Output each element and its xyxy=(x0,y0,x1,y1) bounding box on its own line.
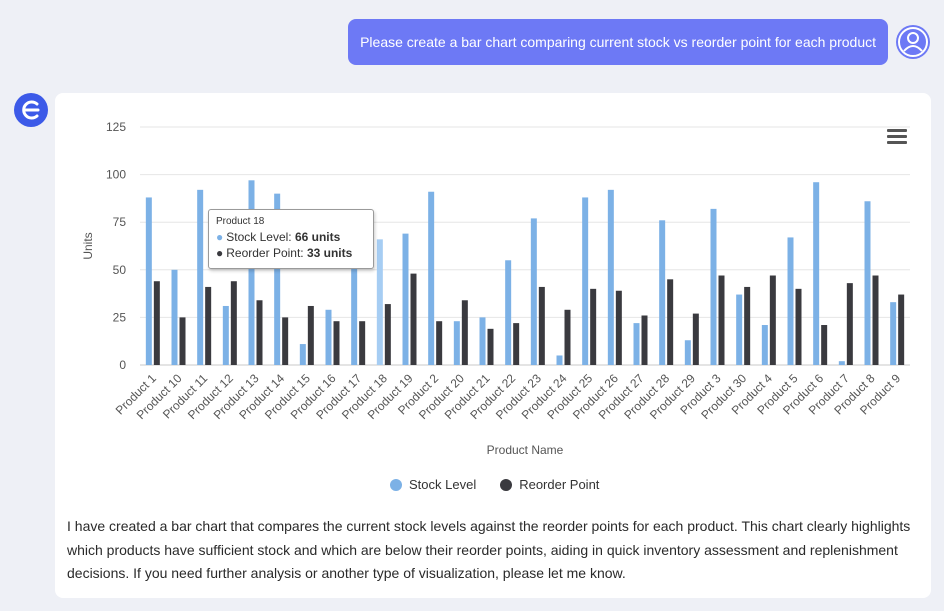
y-tick-label: 100 xyxy=(106,168,126,182)
bar-reorder-point xyxy=(615,290,622,365)
bar-stock-level xyxy=(890,302,897,365)
bar-reorder-point xyxy=(461,300,468,365)
x-axis-title: Product Name xyxy=(487,443,564,457)
bar-stock-level xyxy=(556,355,563,365)
bar-stock-level xyxy=(582,197,589,365)
chart-tooltip: Product 18 ● Stock Level: 66 units ● Reord… xyxy=(208,209,374,269)
bar-stock-level xyxy=(299,344,306,365)
bar-reorder-point xyxy=(590,288,597,365)
legend-label-reorder: Reorder Point xyxy=(519,477,600,492)
tooltip-reorder-label: Reorder Point: xyxy=(226,246,307,260)
tooltip-reorder-dot: ● xyxy=(216,246,224,260)
bar-reorder-point xyxy=(282,317,289,365)
bar-stock-level xyxy=(376,239,383,365)
bar-reorder-point xyxy=(898,294,905,365)
bar-stock-level xyxy=(274,193,281,365)
tooltip-reorder-value: 33 units xyxy=(306,246,353,260)
bar-stock-level xyxy=(607,189,614,365)
chart-legend: Stock Level Reorder Point xyxy=(390,477,623,492)
tooltip-stock-row: ● Stock Level: 66 units xyxy=(216,229,366,245)
bar-stock-level xyxy=(684,340,691,365)
bar-reorder-point xyxy=(205,286,212,365)
bar-stock-level xyxy=(838,361,845,365)
bar-stock-level xyxy=(171,269,178,365)
bar-reorder-point xyxy=(256,300,263,365)
bar-reorder-point xyxy=(821,325,828,365)
bar-reorder-point xyxy=(179,317,186,365)
bar-stock-level xyxy=(479,317,486,365)
bar-reorder-point xyxy=(333,321,340,365)
legend-label-stock: Stock Level xyxy=(409,477,477,492)
tooltip-stock-label: Stock Level: xyxy=(226,230,295,244)
bar-stock-level xyxy=(864,201,871,365)
legend-swatch-stock xyxy=(390,478,402,491)
y-axis-title: Units xyxy=(81,232,95,259)
bar-stock-level xyxy=(325,309,332,365)
bar-stock-level xyxy=(248,180,255,365)
bar-reorder-point xyxy=(744,286,751,365)
tooltip-stock-value: 66 units xyxy=(294,230,341,244)
bar-reorder-point xyxy=(769,275,776,365)
bar-reorder-point xyxy=(872,275,879,365)
bar-stock-level xyxy=(659,220,666,365)
bar-stock-level xyxy=(222,305,229,365)
bar-reorder-point xyxy=(667,279,674,365)
brand-logo-icon xyxy=(22,100,40,120)
bar-stock-level xyxy=(710,208,717,365)
tooltip-stock-dot: ● xyxy=(216,230,224,244)
user-message-row: Please create a bar chart comparing curr… xyxy=(348,19,930,65)
bar-reorder-point xyxy=(846,283,853,365)
legend-swatch-reorder xyxy=(500,478,513,491)
y-tick-label: 75 xyxy=(113,215,127,229)
y-tick-label: 25 xyxy=(113,310,127,324)
bar-stock-level xyxy=(453,321,460,365)
user-icon xyxy=(898,27,928,57)
bar-reorder-point xyxy=(692,313,699,365)
y-tick-label: 125 xyxy=(106,120,126,134)
bar-reorder-point xyxy=(513,323,520,365)
bar-stock-level xyxy=(351,262,358,365)
bar-stock-level xyxy=(736,294,743,365)
bar-stock-level xyxy=(813,182,820,365)
bar-stock-level xyxy=(428,191,435,365)
bar-reorder-point xyxy=(230,281,237,365)
tooltip-reorder-row: ● Reorder Point: 33 units xyxy=(216,245,366,261)
bar-reorder-point xyxy=(307,305,314,365)
bar-reorder-point xyxy=(718,275,725,365)
y-tick-label: 0 xyxy=(119,358,126,372)
legend-item-stock-level[interactable]: Stock Level xyxy=(390,477,476,492)
bar-reorder-point xyxy=(384,304,391,365)
bar-reorder-point xyxy=(153,281,160,365)
bar-reorder-point xyxy=(436,321,443,365)
bar-stock-level xyxy=(633,323,640,365)
assistant-avatar xyxy=(14,93,48,127)
bar-reorder-point xyxy=(538,286,545,365)
user-message-bubble: Please create a bar chart comparing curr… xyxy=(348,19,888,65)
tooltip-title: Product 18 xyxy=(216,216,265,227)
y-tick-label: 50 xyxy=(113,263,127,277)
bar-stock-level xyxy=(761,325,768,365)
bar-reorder-point xyxy=(795,288,802,365)
bar-reorder-point xyxy=(359,321,366,365)
bar-stock-level xyxy=(505,260,512,365)
bar-stock-level xyxy=(530,218,537,365)
bar-reorder-point xyxy=(487,328,494,365)
bar-stock-level xyxy=(787,237,794,365)
bar-reorder-point xyxy=(410,273,417,365)
assistant-response-text: I have created a bar chart that compares… xyxy=(67,518,911,581)
bar-stock-level xyxy=(197,189,204,365)
bar-stock-level xyxy=(145,197,152,365)
bar-reorder-point xyxy=(641,315,648,365)
bar-stock-level xyxy=(402,233,409,365)
user-avatar[interactable] xyxy=(896,25,930,59)
legend-item-reorder-point[interactable]: Reorder Point xyxy=(500,477,599,492)
chart-menu-icon[interactable] xyxy=(887,129,907,145)
bar-reorder-point xyxy=(564,309,571,365)
